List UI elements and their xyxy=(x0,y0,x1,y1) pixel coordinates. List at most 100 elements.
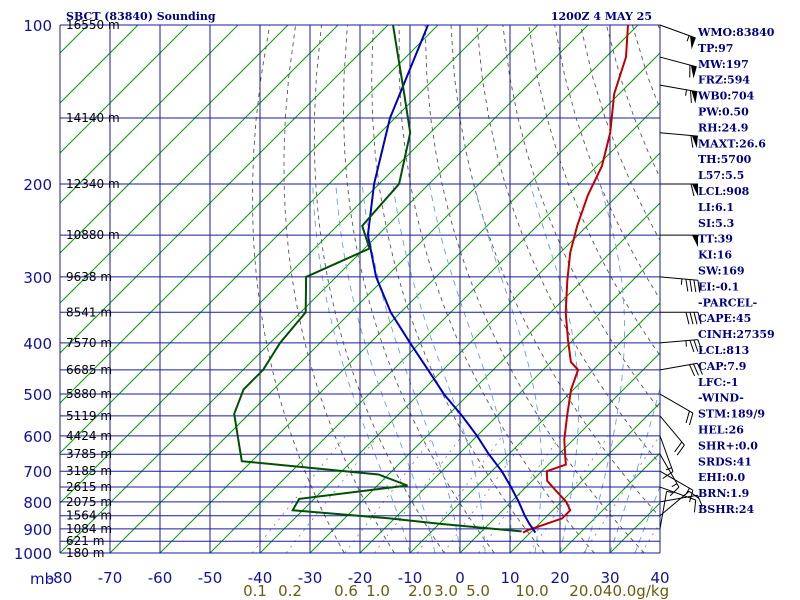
temperature-tick-label: -50 xyxy=(198,569,223,587)
moist-adiabat-line xyxy=(634,485,660,553)
wind-barb-staff xyxy=(659,491,668,529)
isotherm-line xyxy=(60,25,339,304)
wind-barb-tick xyxy=(685,410,690,424)
wind-barbs xyxy=(659,24,703,529)
parcel-line xyxy=(366,25,537,534)
pressure-tick-labels: 100 200 300 400 500 600 700 800 900 1000 xyxy=(14,17,52,563)
wind-barb-staff xyxy=(659,435,674,472)
height-labels: 16550 m 14140 m 12340 m 10880 m 9638 m 8541 m… xyxy=(66,18,120,560)
wind-barb xyxy=(659,415,685,456)
index-item: LCL:813 xyxy=(698,344,749,357)
height-label: 2615 m xyxy=(66,480,112,494)
wind-barb-staff xyxy=(659,415,685,446)
wind-barb-half-tick xyxy=(671,483,678,488)
height-label: 5880 m xyxy=(66,387,112,401)
index-item: EHI:0.0 xyxy=(698,471,745,484)
mixing-ratio-lines xyxy=(251,435,660,553)
height-label: 16550 m xyxy=(66,18,120,32)
station-title: SBCT (83840) Sounding xyxy=(66,10,216,23)
height-label: 5119 m xyxy=(66,409,112,423)
isotherm-line xyxy=(209,102,660,553)
isotherm-line xyxy=(309,202,660,553)
height-label: 6685 m xyxy=(66,363,112,377)
wind-barb-staff xyxy=(659,276,698,281)
wind-barb-tick xyxy=(690,135,694,148)
wind-barb-half-tick xyxy=(685,340,687,347)
wind-barb-tick xyxy=(669,486,680,497)
wind-barb xyxy=(660,311,702,325)
temperature-tick-label: -10 xyxy=(398,569,423,587)
temperature-tick-label: 10 xyxy=(500,569,519,587)
pressure-tick-label: 400 xyxy=(23,335,52,353)
isotherm-line xyxy=(60,25,189,154)
height-label: 7570 m xyxy=(66,336,112,350)
height-label: 1564 m xyxy=(66,509,112,523)
index-item: SI:5.3 xyxy=(698,217,734,230)
wind-barb-tick xyxy=(689,312,694,325)
index-item: KI:16 xyxy=(698,249,732,262)
wind-barb xyxy=(659,453,680,497)
height-label: 9638 m xyxy=(66,270,112,284)
wind-barb xyxy=(659,490,700,517)
wind-barb-flag xyxy=(690,65,697,79)
pressure-tick-label: 500 xyxy=(23,386,52,404)
index-item: LFC:-1 xyxy=(698,376,739,389)
wind-barb-tick xyxy=(676,444,685,456)
height-label: 621 m xyxy=(66,534,104,548)
height-label: 8541 m xyxy=(66,305,112,319)
moist-adiabat-line xyxy=(473,183,542,553)
wind-barb-tick xyxy=(689,340,695,353)
mixing-ratio-tick-label: 0.6 xyxy=(334,582,358,600)
temperature-tick-label: 30 xyxy=(600,569,619,587)
wind-barb-staff xyxy=(659,494,698,503)
index-item: HEL:26 xyxy=(698,424,744,437)
wind-barb xyxy=(659,132,698,149)
index-item: SHR+:0.0 xyxy=(698,439,758,452)
index-item: CAP:7.9 xyxy=(698,360,746,373)
index-item: LI:6.1 xyxy=(698,201,734,214)
wind-barb xyxy=(659,24,696,50)
index-item: TH:5700 xyxy=(698,153,752,166)
height-label: 2075 m xyxy=(66,495,112,509)
wind-barb-half-tick xyxy=(685,89,688,96)
index-item: MW:197 xyxy=(698,58,749,71)
wind-barb-tick xyxy=(693,363,699,376)
wind-barb-tick xyxy=(689,364,696,377)
temperature-tick-labels: -80 -70 -60 -50 -40 -30 -20 -10 0 10 20 30 40 xyxy=(48,569,670,587)
wind-barb-tick xyxy=(693,279,697,293)
wind-barb xyxy=(659,276,701,293)
wind-barb-tick xyxy=(693,339,699,352)
pressure-tick-label: 600 xyxy=(23,428,52,446)
wind-barb-tick xyxy=(693,312,698,325)
pressure-tick-label: 700 xyxy=(23,463,52,481)
wind-barb-staff xyxy=(659,490,690,517)
wind-barb-staff xyxy=(659,393,694,414)
moist-adiabat-line xyxy=(529,183,580,553)
index-item: -PARCEL- xyxy=(698,296,757,309)
temperature-tick-label: -80 xyxy=(48,569,73,587)
wind-barb-tick xyxy=(688,490,700,499)
index-item: MAXT:26.6 xyxy=(698,137,766,150)
wind-barb-half-tick xyxy=(666,490,673,493)
height-label: 4424 m xyxy=(66,429,112,443)
isotherm-line xyxy=(60,25,289,254)
wind-barb-tick xyxy=(690,183,695,197)
index-item: LCL:908 xyxy=(698,185,750,198)
isotherm-line xyxy=(459,352,660,553)
pressure-tick-label: 900 xyxy=(23,521,52,539)
isotherm-line xyxy=(159,52,660,553)
temperature-tick-label: -40 xyxy=(248,569,273,587)
isotherm-line xyxy=(60,25,539,504)
mixing-ratio-tick-label: 0.1 xyxy=(243,582,267,600)
wind-barb-tick xyxy=(697,312,702,325)
moist-adiabat-line xyxy=(584,183,626,553)
index-item: STM:189/9 xyxy=(698,408,765,421)
height-label: 1084 m xyxy=(66,522,112,536)
index-item: CAPE:45 xyxy=(698,312,751,325)
mixing-ratio-tick-label: 10.0 xyxy=(515,582,548,600)
wind-barb-tick xyxy=(696,495,703,507)
height-label: 12340 m xyxy=(66,177,120,191)
mixing-ratio-tick-label: 40.0g/kg xyxy=(603,582,669,600)
mixing-ratio-tick-label: 1.0 xyxy=(366,582,390,600)
